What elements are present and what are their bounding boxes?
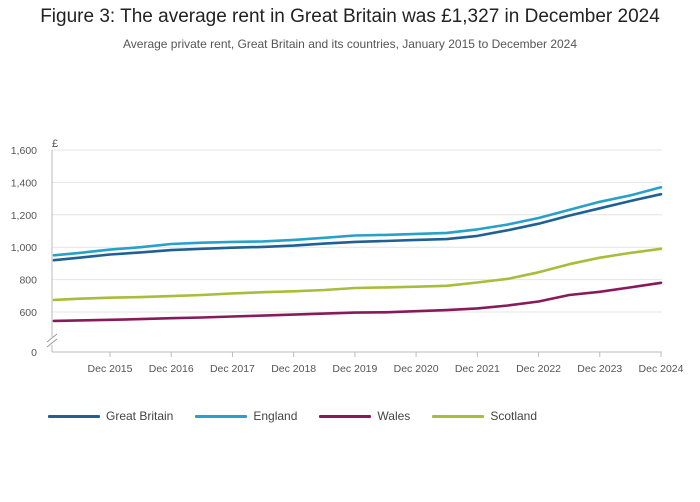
y-axis-label: £ (52, 138, 58, 150)
y-tick-label: 1,400 (11, 177, 37, 189)
x-tick-label: Dec 2021 (455, 363, 500, 375)
x-tick-label: Dec 2020 (394, 363, 439, 375)
x-tick-label: Dec 2024 (639, 363, 684, 375)
x-tick-label: Dec 2023 (577, 363, 622, 375)
series-line-wales (52, 281, 663, 323)
legend-label: Wales (377, 409, 411, 423)
legend-swatch (195, 414, 248, 418)
y-tick-labels: 0 600 800 1,000 1,200 1,400 1,600 (11, 145, 37, 359)
x-tick-labels: Dec 2015 Dec 2016 Dec 2017 Dec 2018 Dec 2019… (88, 363, 684, 375)
legend-label: Great Britain (106, 409, 174, 423)
series-lines (52, 186, 663, 323)
legend-swatch (432, 414, 485, 418)
legend-swatch (48, 414, 100, 418)
x-tick-label: Dec 2016 (149, 363, 194, 375)
legend-swatch (319, 414, 372, 418)
y-tick-label: 1,000 (11, 242, 37, 254)
x-tick-label: Dec 2022 (516, 363, 561, 375)
legend-item-england: England (195, 409, 297, 423)
y-tick-label: 0 (31, 347, 37, 359)
legend-item-great-britain: Great Britain (48, 409, 173, 423)
x-tick-label: Dec 2019 (332, 363, 377, 375)
legend-label: Scotland (490, 409, 538, 423)
legend-label: England (253, 409, 298, 423)
chart-subtitle: Average private rent, Great Britain and … (122, 37, 578, 51)
y-tick-label: 1,200 (11, 210, 37, 222)
y-tick-label: 800 (19, 275, 37, 287)
x-tick-label: Dec 2018 (271, 363, 316, 375)
series-line-scotland (52, 247, 663, 302)
legend: Great Britain England Wales Scotland (48, 409, 559, 423)
chart-title: Figure 3: The average rent in Great Brit… (40, 6, 660, 27)
x-tick-label: Dec 2017 (210, 363, 255, 375)
y-tick-label: 1,600 (11, 145, 37, 157)
series-line-great-britain (52, 192, 663, 262)
x-tick-label: Dec 2015 (88, 363, 133, 375)
axes (46, 150, 662, 357)
y-tick-label: 600 (19, 307, 37, 319)
legend-item-scotland: Scotland (432, 409, 537, 423)
series-line-england (52, 186, 663, 257)
legend-item-wales: Wales (319, 409, 410, 423)
axis-break-mark (46, 333, 58, 348)
